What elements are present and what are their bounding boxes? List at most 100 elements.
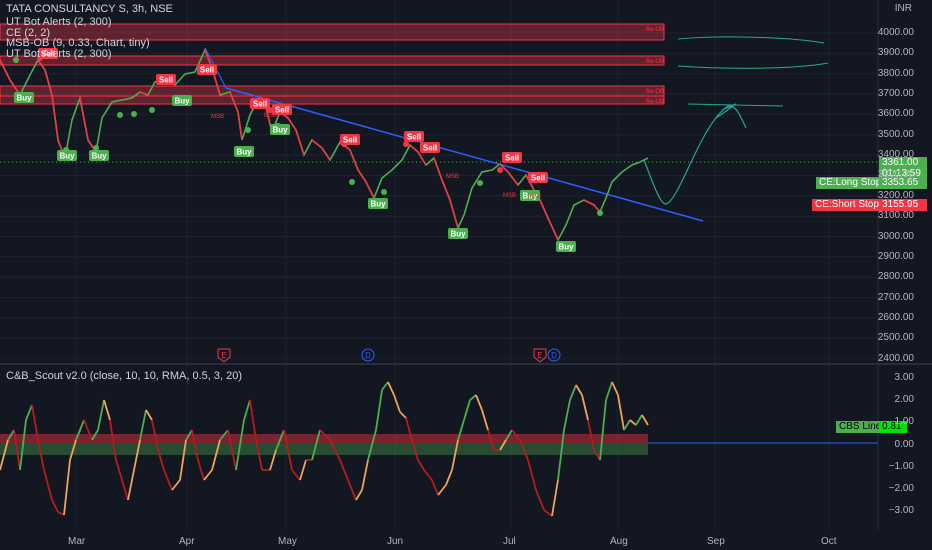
price-line-bear-segment [295, 129, 305, 156]
svg-text:D: D [551, 351, 557, 360]
oscillator-segment [393, 394, 401, 413]
oscillator-segment [13, 429, 21, 471]
oscillator-segment [387, 381, 395, 396]
sell-signal: Sell [156, 74, 176, 85]
oscillator-axis-label: −2.00 [888, 483, 914, 494]
oscillator-segment [133, 439, 141, 471]
long-stop-dot [349, 179, 355, 185]
oscillator-segment [163, 469, 173, 491]
oscillator-segment [605, 381, 613, 401]
oscillator-segment [145, 409, 153, 421]
price-axis-label: 2800.00 [877, 271, 914, 283]
svg-text:Sell: Sell [407, 133, 421, 142]
sell-signal: Sell [38, 48, 58, 59]
oscillator-title[interactable]: C&B_Scout v2.0 (close, 10, 10, RMA, 0.5,… [6, 370, 243, 382]
msb-label: MSB [264, 113, 277, 119]
long-stop-dot [93, 145, 99, 151]
svg-text:Buy: Buy [91, 152, 107, 161]
oscillator-segment [37, 439, 45, 471]
oscillator-segment [319, 429, 331, 441]
sketch-line [677, 36, 825, 44]
order-block-zone [0, 55, 665, 66]
oscillator-segment [505, 429, 513, 441]
oscillator-segment [599, 399, 607, 461]
oscillator-segment [171, 479, 181, 491]
oscillator-segment [375, 389, 383, 431]
svg-text:Sell: Sell [159, 76, 173, 85]
price-axis-label: 2600.00 [877, 311, 914, 323]
price-line-bear-segment [79, 97, 89, 141]
oscillator-segment [227, 429, 237, 471]
price-axis-label: 4000.00 [877, 27, 914, 38]
svg-text:Sell: Sell [275, 106, 289, 115]
indicator-ut-bot-1[interactable]: UT Bot Alerts (2, 300) [6, 16, 112, 28]
dividend-marker[interactable]: D [547, 348, 561, 362]
buy-signal: Buy [556, 241, 576, 252]
oscillator-segment [197, 459, 205, 481]
indicator-ce[interactable]: CE (2, 2) [6, 27, 51, 39]
oscillator-segment [43, 469, 53, 501]
dividend-marker[interactable]: D [361, 348, 375, 362]
oscillator-segment [275, 429, 285, 451]
oscillator-segment [219, 429, 229, 441]
buy-signal: Buy [520, 190, 540, 201]
msb-label: MSB [211, 114, 224, 120]
price-line-bear-segment [539, 199, 549, 219]
oscillator-segment [69, 439, 77, 461]
indicator-msb-ob[interactable]: MSB-OB (9, 0.33, Chart, tiny) [6, 37, 150, 49]
oscillator-segment [587, 419, 595, 451]
buy-signal: Buy [234, 146, 254, 157]
buy-signal: Buy [89, 150, 109, 161]
svg-text:Sell: Sell [531, 174, 545, 183]
svg-text:Buy: Buy [558, 243, 574, 252]
oscillator-segment [575, 384, 583, 396]
price-line-bear-segment [321, 147, 331, 161]
svg-text:D: D [365, 351, 371, 360]
current-price-tag: 3361.00 [879, 157, 927, 169]
order-block-zone [0, 23, 665, 41]
oscillator-segment [563, 399, 571, 431]
long-stop-dot [597, 210, 603, 216]
time-axis-label: Mar [68, 536, 86, 547]
time-axis-label: Sep [707, 536, 725, 547]
oscillator-segment [355, 489, 363, 501]
oscillator-segment [511, 429, 521, 441]
oscillator-axis-label: −1.00 [888, 461, 914, 472]
cbs-line-label: CBS Line [836, 421, 885, 433]
oscillator-segment [527, 459, 537, 491]
time-axis-label: Apr [179, 536, 195, 547]
order-block-zone [0, 95, 665, 105]
price-axis-label: 3000.00 [877, 230, 914, 242]
indicator-ut-bot-2[interactable]: UT Bot Alerts (2, 300) [6, 48, 112, 60]
earnings-marker[interactable]: E [217, 348, 231, 363]
oscillator-segment [203, 469, 213, 481]
price-axis-label: 2500.00 [877, 332, 914, 344]
sketch-line [677, 62, 829, 69]
long-stop-dot [149, 107, 155, 113]
oscillator-segment [151, 419, 159, 451]
trendline [225, 87, 704, 222]
oscillator-segment [179, 439, 187, 481]
symbol-title[interactable]: TATA CONSULTANCY S, 3h, NSE [6, 3, 173, 15]
oscillator-segment [311, 429, 321, 461]
oscillator-segment [83, 419, 93, 441]
earnings-marker[interactable]: E [533, 348, 547, 363]
price-line-bear-segment [0, 59, 11, 81]
time-axis-label: Jun [387, 536, 404, 547]
price-line-bear-segment [349, 149, 359, 171]
order-block-tag: Be-OB [646, 99, 664, 105]
oscillator-segment [361, 459, 369, 491]
oscillator-segment [75, 419, 85, 441]
oscillator-segment [0, 439, 9, 471]
sell-signal: Sell [272, 104, 292, 115]
svg-text:Sell: Sell [423, 144, 437, 153]
sell-signal: Sell [528, 172, 548, 183]
buy-signal: Buy [172, 95, 192, 106]
oscillator-segment [445, 469, 453, 486]
oscillator-segment [97, 399, 105, 431]
oscillator-segment [569, 384, 577, 401]
sell-signal: Sell [404, 131, 424, 142]
price-axis-label: 3700.00 [877, 88, 914, 100]
price-line-bear-segment [441, 179, 451, 201]
